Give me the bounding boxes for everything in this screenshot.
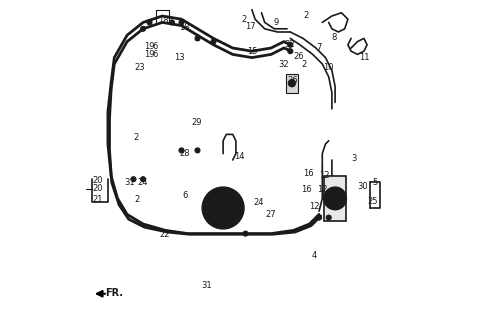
Text: 31: 31: [124, 178, 135, 187]
Text: 6: 6: [182, 191, 188, 200]
Text: 14: 14: [234, 152, 245, 161]
Text: 7: 7: [316, 43, 322, 52]
Text: 18: 18: [159, 16, 169, 25]
Text: 26: 26: [293, 52, 303, 61]
Circle shape: [220, 205, 226, 211]
Text: 31: 31: [201, 281, 212, 290]
Text: 16: 16: [303, 169, 314, 178]
Text: 4: 4: [312, 252, 317, 260]
Text: 19: 19: [144, 50, 155, 59]
Text: 26: 26: [288, 76, 298, 85]
Text: 20: 20: [92, 176, 103, 185]
Text: 27: 27: [265, 210, 276, 219]
Text: 16: 16: [301, 185, 312, 194]
Text: 24: 24: [254, 198, 264, 207]
Text: 17: 17: [245, 22, 256, 31]
Circle shape: [179, 20, 184, 25]
Text: 2: 2: [303, 11, 309, 20]
Text: 12: 12: [319, 171, 329, 180]
Circle shape: [179, 148, 184, 153]
Text: 9: 9: [273, 18, 278, 27]
Text: 22: 22: [160, 230, 170, 239]
Circle shape: [202, 187, 244, 229]
Text: 10: 10: [324, 63, 334, 72]
Text: 28: 28: [179, 149, 190, 158]
Circle shape: [288, 49, 293, 54]
Circle shape: [195, 36, 200, 41]
Bar: [285, 74, 299, 93]
Bar: [324, 176, 346, 221]
Text: FR.: FR.: [105, 288, 123, 298]
Circle shape: [326, 215, 331, 220]
Text: 25: 25: [368, 197, 378, 206]
Circle shape: [288, 79, 296, 87]
Text: 3: 3: [352, 154, 357, 163]
Circle shape: [140, 177, 146, 182]
Circle shape: [169, 20, 174, 25]
Text: 27: 27: [205, 201, 216, 210]
Circle shape: [243, 231, 248, 236]
Circle shape: [317, 215, 322, 220]
Text: 12: 12: [317, 185, 327, 194]
Text: 2: 2: [194, 34, 199, 43]
Text: 23: 23: [135, 63, 145, 72]
Text: 6: 6: [153, 50, 158, 59]
Circle shape: [324, 187, 346, 210]
Text: 5: 5: [373, 178, 378, 187]
Text: 19: 19: [144, 42, 155, 51]
Text: 24: 24: [137, 178, 148, 187]
Circle shape: [195, 148, 200, 153]
Text: 13: 13: [175, 53, 185, 62]
Text: 29: 29: [191, 118, 202, 127]
Circle shape: [218, 203, 228, 213]
Text: 21: 21: [92, 195, 103, 204]
Text: 6: 6: [153, 42, 158, 51]
Text: 32: 32: [278, 60, 289, 68]
Circle shape: [211, 39, 216, 44]
Circle shape: [131, 177, 136, 182]
Text: 20: 20: [92, 184, 103, 193]
Text: 2: 2: [241, 15, 246, 24]
Circle shape: [140, 26, 146, 31]
Text: 2: 2: [134, 133, 138, 142]
Text: 2: 2: [301, 60, 307, 69]
Text: 8: 8: [332, 33, 337, 42]
Text: 32: 32: [284, 40, 295, 49]
Circle shape: [288, 42, 293, 47]
Text: 12: 12: [309, 202, 320, 211]
Text: 30: 30: [357, 182, 368, 191]
Text: 2: 2: [134, 195, 139, 204]
Text: 15: 15: [246, 47, 257, 56]
Text: 11: 11: [358, 53, 369, 62]
Text: 18: 18: [179, 23, 190, 32]
Circle shape: [147, 20, 152, 25]
